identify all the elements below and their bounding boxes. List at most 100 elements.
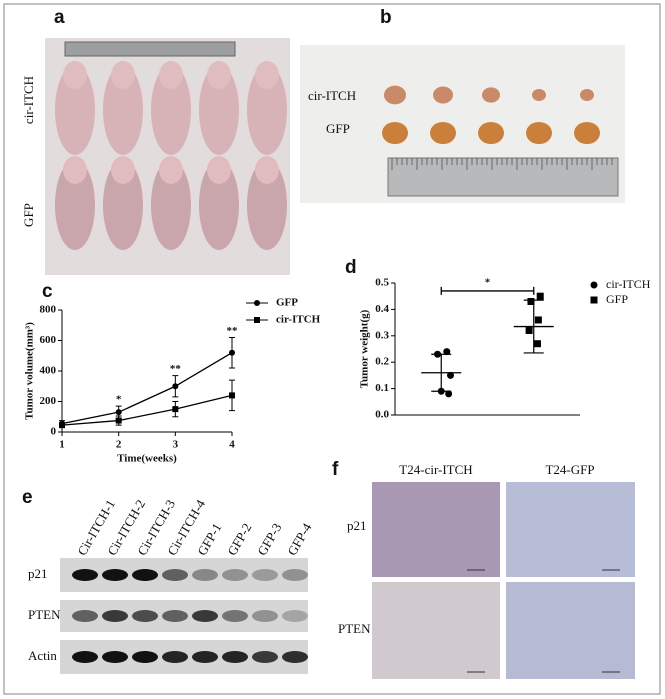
y-tick-label: 0 — [51, 426, 57, 438]
mouse — [151, 160, 191, 250]
mouse-head — [159, 156, 183, 184]
series-line — [61, 352, 233, 425]
data-point — [172, 383, 179, 390]
tumor — [382, 121, 408, 145]
data-point — [115, 417, 122, 424]
blot-band — [102, 651, 128, 663]
blot-band — [102, 610, 128, 622]
mouse — [55, 65, 95, 155]
data-point — [445, 390, 453, 398]
blot-band — [222, 569, 248, 581]
data-point — [434, 350, 442, 358]
data-point — [229, 349, 235, 356]
blot-band — [102, 569, 128, 581]
mouse — [55, 160, 95, 250]
lane-label: GFP-4 — [284, 520, 315, 558]
mouse — [199, 65, 239, 155]
row-label: Actin — [28, 648, 57, 663]
significance: ** — [170, 363, 182, 375]
blot-band — [252, 651, 278, 663]
data-point — [115, 409, 122, 416]
data-point — [536, 292, 544, 300]
y-tick-label: 0.1 — [375, 382, 389, 394]
mouse-head — [63, 156, 87, 184]
data-point — [437, 387, 445, 395]
data-point — [443, 348, 451, 356]
blot-band — [252, 610, 278, 622]
ihc-image — [506, 582, 635, 679]
x-tick-label: 2 — [116, 439, 122, 451]
panel-letter: d — [345, 257, 357, 278]
y-tick-label: 600 — [40, 334, 57, 346]
mouse-head — [111, 61, 135, 89]
mouse — [247, 65, 287, 155]
y-tick-label: 0.5 — [375, 277, 389, 289]
blot-band — [282, 569, 308, 581]
legend-marker — [254, 317, 260, 323]
panel-letter: c — [42, 281, 53, 302]
y-tick-label: 0.3 — [375, 329, 389, 341]
panel-letter: f — [332, 459, 339, 480]
x-axis-label: Time(weeks) — [117, 453, 177, 465]
tumor — [526, 121, 552, 145]
y-tick-label: 800 — [40, 304, 57, 316]
figure-border — [3, 3, 661, 695]
data-point — [229, 392, 235, 399]
panel-letter: e — [22, 487, 33, 508]
legend-marker — [590, 281, 598, 289]
mouse-head — [111, 156, 135, 184]
blot-band — [162, 610, 188, 622]
data-point — [525, 327, 533, 335]
y-tick-label: 0.2 — [375, 356, 389, 368]
legend-label: cir-ITCH — [276, 314, 321, 326]
mouse-head — [159, 61, 183, 89]
blot-band — [132, 569, 158, 581]
tumor — [478, 121, 504, 145]
blot-band — [132, 610, 158, 622]
blot-band — [192, 610, 218, 622]
legend-label: GFP — [606, 292, 628, 306]
significance: * — [485, 276, 491, 288]
y-tick-label: 200 — [40, 395, 57, 407]
y-axis-label: Tumor weight(g) — [359, 309, 371, 388]
mouse — [103, 160, 143, 250]
lane-label: GFP-1 — [194, 520, 224, 558]
row-label: PTEN — [28, 607, 61, 622]
tumor — [574, 121, 600, 145]
ruler — [64, 41, 236, 57]
data-point — [534, 316, 542, 324]
legend-marker — [590, 296, 598, 304]
ihc-image — [372, 582, 500, 679]
column-label: T24-cir-ITCH — [399, 462, 472, 477]
blot-band — [162, 569, 188, 581]
significance-bracket — [440, 286, 535, 295]
panel-letter: b — [380, 7, 392, 28]
blot-band — [72, 651, 98, 663]
significance: ** — [227, 325, 239, 337]
mouse — [151, 65, 191, 155]
ihc-image — [506, 482, 635, 577]
data-point — [172, 406, 179, 413]
blot-band — [222, 651, 248, 663]
mouse-head — [255, 61, 279, 89]
data-point — [527, 297, 535, 305]
row-label: p21 — [347, 518, 367, 533]
row-label: cir-ITCH — [308, 88, 356, 103]
y-axis-label: Tumor volume(mm³) — [24, 322, 36, 420]
significance: * — [116, 394, 122, 406]
y-tick-label: 0.4 — [375, 303, 389, 315]
data-point — [533, 340, 541, 348]
row-label: GFP — [21, 203, 36, 227]
blot-band — [192, 569, 218, 581]
data-point — [447, 371, 454, 379]
blot-band — [222, 610, 248, 622]
blot-band — [132, 651, 158, 663]
tumor — [580, 89, 594, 101]
panel-letter: a — [54, 7, 65, 28]
x-tick-label: 3 — [173, 439, 179, 451]
data-point — [59, 422, 65, 429]
legend-marker — [254, 300, 260, 306]
row-label: GFP — [326, 121, 350, 136]
row-label: cir-ITCH — [21, 76, 36, 124]
